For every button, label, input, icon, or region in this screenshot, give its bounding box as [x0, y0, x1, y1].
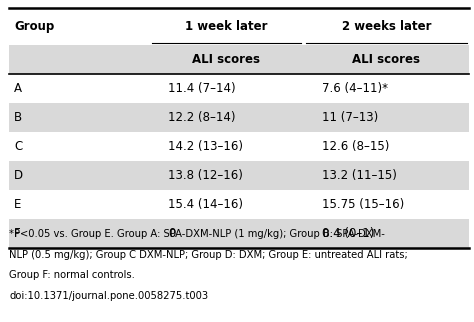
Text: Group: Group: [14, 20, 55, 33]
Text: 14.2 (13–16): 14.2 (13–16): [168, 140, 243, 153]
Text: 12.6 (8–15): 12.6 (8–15): [322, 140, 390, 153]
Bar: [9, 219, 469, 248]
Text: 15.75 (15–16): 15.75 (15–16): [322, 198, 405, 211]
Text: Group F: normal controls.: Group F: normal controls.: [9, 270, 136, 280]
Text: F: F: [14, 227, 21, 240]
Text: 7.6 (4–11)*: 7.6 (4–11)*: [322, 82, 388, 95]
Text: 13.8 (12–16): 13.8 (12–16): [168, 169, 243, 182]
Text: doi:10.1371/journal.pone.0058275.t003: doi:10.1371/journal.pone.0058275.t003: [9, 291, 209, 301]
Text: 0: 0: [168, 227, 176, 240]
Text: ALI scores: ALI scores: [192, 53, 260, 66]
Text: 12.2 (8–14): 12.2 (8–14): [168, 111, 236, 124]
Text: 13.2 (11–15): 13.2 (11–15): [322, 169, 397, 182]
Text: A: A: [14, 82, 22, 95]
Text: 11 (7–13): 11 (7–13): [322, 111, 379, 124]
Text: *P<0.05 vs. Group E. Group A: SPA-DXM-NLP (1 mg/kg); Group B: SPA-DXM-: *P<0.05 vs. Group E. Group A: SPA-DXM-NL…: [9, 229, 385, 239]
Bar: [9, 161, 469, 190]
Text: NLP (0.5 mg/kg); Group C DXM-NLP; Group D: DXM; Group E: untreated ALI rats;: NLP (0.5 mg/kg); Group C DXM-NLP; Group …: [9, 250, 408, 260]
Text: 2 weeks later: 2 weeks later: [342, 20, 431, 33]
Text: C: C: [14, 140, 22, 153]
Bar: [9, 45, 469, 74]
Bar: [9, 103, 469, 132]
Text: E: E: [14, 198, 22, 211]
Text: D: D: [14, 169, 23, 182]
Text: 0.4 (0–1): 0.4 (0–1): [322, 227, 374, 240]
Text: ALI scores: ALI scores: [352, 53, 420, 66]
Text: 15.4 (14–16): 15.4 (14–16): [168, 198, 243, 211]
Text: 1 week later: 1 week later: [185, 20, 268, 33]
Text: 11.4 (7–14): 11.4 (7–14): [168, 82, 236, 95]
Text: B: B: [14, 111, 22, 124]
